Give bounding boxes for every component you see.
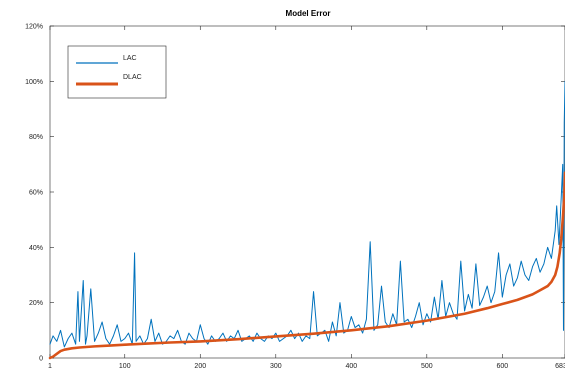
y-tick-label: 120% — [25, 24, 43, 31]
x-tick-label: 100 — [119, 363, 131, 370]
x-tick-label: 400 — [345, 363, 357, 370]
y-tick-label: 20% — [29, 300, 43, 307]
y-tick-label: 100% — [25, 79, 43, 86]
y-tick-label: 60% — [29, 190, 43, 197]
legend-box — [67, 45, 167, 99]
x-tick-label: 200 — [194, 363, 206, 370]
series-line-dlac — [48, 171, 565, 360]
series-layer — [48, 80, 565, 360]
legend: LAC DLAC — [67, 45, 167, 99]
legend-label-lac: LAC — [123, 55, 137, 62]
x-tick-label: 1 — [48, 363, 52, 370]
y-tick-label: 0 — [39, 356, 43, 363]
x-axis: 1 100 200 300 400 500 600 683 — [48, 26, 565, 370]
x-tick-label: 683 — [555, 363, 565, 370]
x-tick-label: 500 — [421, 363, 433, 370]
x-tick-label: 300 — [270, 363, 282, 370]
chart-title: Model Error — [286, 9, 331, 18]
y-tick-label: 40% — [29, 245, 43, 252]
x-tick-label: 600 — [496, 363, 508, 370]
legend-label-dlac: DLAC — [123, 74, 142, 81]
y-tick-label: 80% — [29, 134, 43, 141]
